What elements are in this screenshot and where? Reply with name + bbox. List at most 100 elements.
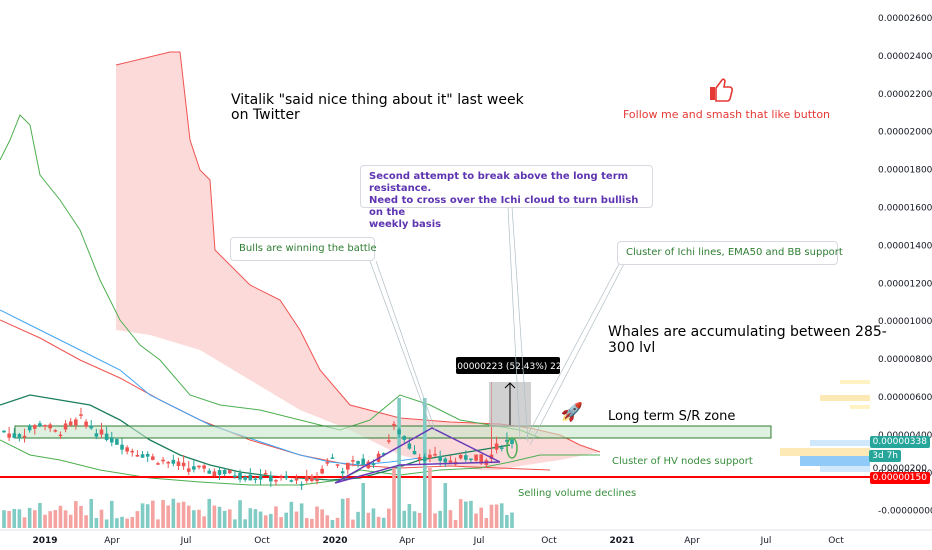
y-tick-label: 0.00002600 xyxy=(878,14,932,24)
volume-bar xyxy=(130,516,135,528)
volume-bar xyxy=(227,509,232,528)
volume-bar xyxy=(120,516,124,528)
candle-body xyxy=(99,429,104,435)
measure-label-bg xyxy=(456,357,560,374)
candle-body xyxy=(233,475,237,478)
candle-body xyxy=(253,478,258,480)
candle-body xyxy=(22,435,27,438)
y-tick-label: 0.00001800 xyxy=(878,166,932,176)
candle-body xyxy=(243,476,247,480)
candle-body xyxy=(125,447,129,452)
whales-annotation: Whales are accumulating between 285- 300… xyxy=(608,324,887,356)
candle-body xyxy=(207,470,212,474)
volume-bar xyxy=(89,498,94,528)
volume-bar xyxy=(94,518,99,528)
volume-bar xyxy=(356,511,360,528)
volume-bar xyxy=(489,504,494,528)
candle-body xyxy=(315,479,319,482)
volume-bar xyxy=(284,512,289,528)
y-tick-label: 0.00000400 xyxy=(878,431,932,441)
volume-bar xyxy=(361,483,365,528)
candle-body xyxy=(397,429,401,435)
candle-body xyxy=(222,469,227,475)
y-tick-label: -0.00000000 xyxy=(878,507,932,517)
volume-bar xyxy=(248,508,253,528)
y-tick-label: 0.00001400 xyxy=(878,241,932,251)
long-term-sr-label: Long term S/R zone xyxy=(608,409,736,424)
volume-bar xyxy=(53,510,58,528)
blue-ma-line xyxy=(0,309,421,466)
volume-bar xyxy=(253,509,258,528)
volume-bar xyxy=(125,518,129,528)
candle-body xyxy=(381,453,386,455)
volume-bar xyxy=(135,511,140,528)
volume-bar xyxy=(181,501,186,528)
y-axis[interactable]: 0.00002600 0.00002400 0.00002200 0.00002000… xyxy=(878,14,932,517)
candle-body xyxy=(361,458,365,465)
x-axis[interactable]: 2019 Apr Jul Oct 2020 Apr Jul Oct 2021 Apr Jul Oct xyxy=(32,536,844,546)
candle-body xyxy=(63,423,68,430)
candle-body xyxy=(428,454,432,459)
candle-body xyxy=(53,430,58,432)
volume-bar xyxy=(48,511,52,528)
volume-bar xyxy=(510,512,514,528)
candle-body xyxy=(89,425,94,429)
last-price-tag: 0.00000338 xyxy=(869,436,930,448)
volume-bar xyxy=(315,506,319,528)
candle-body xyxy=(161,459,165,462)
volume-bar xyxy=(397,398,401,528)
candle-body xyxy=(284,475,289,479)
candle-body xyxy=(151,456,155,460)
x-tick-label: 2021 xyxy=(609,536,634,546)
candle-body xyxy=(212,471,217,477)
candle-body xyxy=(356,461,360,464)
volume-bar xyxy=(99,509,104,528)
candle-body xyxy=(279,476,283,479)
candle-body xyxy=(433,453,437,456)
candle-body xyxy=(17,434,22,439)
candle-body xyxy=(58,434,63,437)
volume-bar xyxy=(335,517,340,528)
volume-bar xyxy=(217,506,222,528)
candle-body xyxy=(140,454,145,458)
candle-body xyxy=(269,475,273,482)
candle-body xyxy=(474,454,478,461)
candle-body xyxy=(166,461,171,464)
follow-annotation: Follow me and smash that like button xyxy=(623,108,831,121)
volume-bar xyxy=(299,503,304,528)
candle-body xyxy=(366,461,371,469)
candle-body xyxy=(304,476,309,481)
candle-body xyxy=(448,460,453,463)
candle-body xyxy=(7,433,11,438)
candle-body xyxy=(238,473,242,480)
volume-bar xyxy=(238,500,242,528)
candle-body xyxy=(325,462,330,464)
current-price-circle xyxy=(506,437,518,459)
volume-bar xyxy=(38,502,42,528)
candle-body xyxy=(48,424,52,429)
volume-bar xyxy=(192,510,196,528)
volume-bar xyxy=(140,503,145,528)
volume-bar xyxy=(258,511,263,528)
x-tick-label: 2019 xyxy=(32,536,57,546)
candle-body xyxy=(479,454,484,464)
volume-bar xyxy=(63,510,68,528)
candle-body xyxy=(489,454,494,460)
volume-bar xyxy=(115,518,119,528)
candle-body xyxy=(145,453,150,457)
candle-body xyxy=(2,430,6,433)
volume-bar xyxy=(310,518,314,528)
volume-bar xyxy=(376,516,381,528)
candle-body xyxy=(248,474,253,481)
volume-bar xyxy=(43,514,47,528)
candle-body xyxy=(38,423,42,427)
candle-body xyxy=(371,463,376,466)
candle-body xyxy=(192,466,196,470)
volume-bar xyxy=(345,498,350,528)
volume-bar xyxy=(294,511,299,528)
cluster-hv-label: Cluster of HV nodes support xyxy=(612,456,753,467)
candle-body xyxy=(197,465,201,468)
candle-body xyxy=(340,471,345,474)
volume-bar xyxy=(304,518,309,528)
